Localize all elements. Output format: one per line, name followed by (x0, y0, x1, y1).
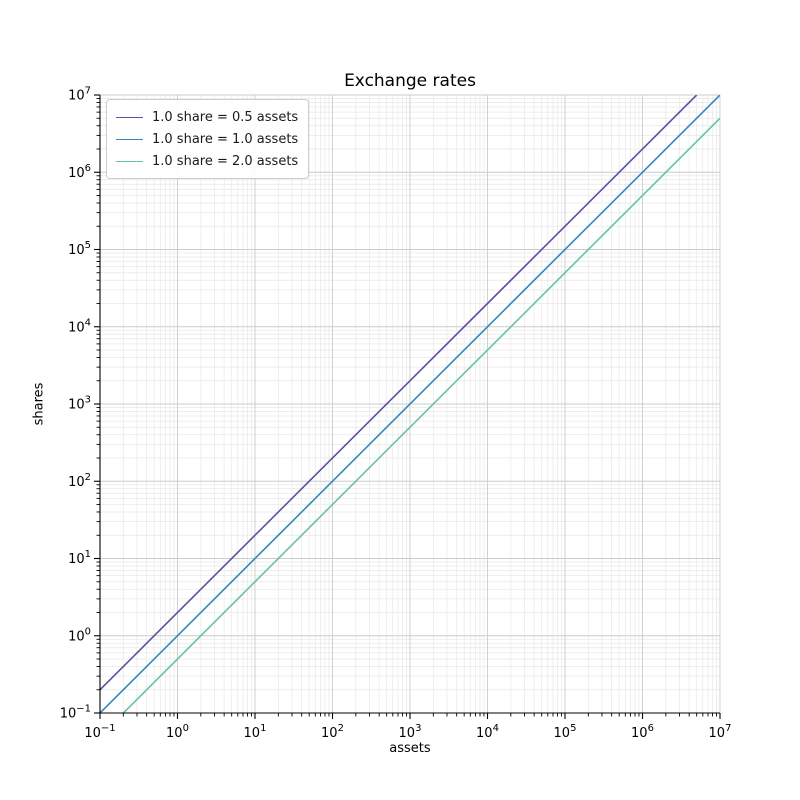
legend-entry: 1.0 share = 1.0 assets (116, 128, 298, 150)
chart-title: Exchange rates (344, 71, 476, 91)
series-line-0 (100, 95, 698, 691)
x-tick-labels: 10−1 100 101 102 103 104 105 106 107 (84, 723, 731, 741)
y-tick-label: 101 (68, 549, 91, 567)
x-tick-label: 101 (244, 723, 267, 741)
legend: 1.0 share = 0.5 assets 1.0 share = 1.0 a… (106, 99, 310, 179)
y-tick-label: 102 (68, 472, 91, 490)
legend-label: 1.0 share = 1.0 assets (152, 131, 299, 147)
y-tick-labels: 10−1 100 101 102 103 104 105 106 107 (60, 86, 91, 722)
x-tick-label: 103 (399, 723, 422, 741)
legend-label: 1.0 share = 0.5 assets (152, 109, 299, 125)
legend-line-swatch (116, 116, 143, 118)
x-tick-label: 105 (554, 723, 577, 741)
legend-line-swatch (116, 160, 143, 162)
legend-entry: 1.0 share = 2.0 assets (116, 150, 298, 172)
y-tick-label: 106 (68, 163, 91, 181)
y-tick-label: 100 (68, 626, 91, 644)
x-tick-label: 100 (166, 723, 189, 741)
x-tick-label: 10−1 (84, 723, 115, 741)
y-axis-label: shares (31, 382, 47, 426)
legend-line-swatch (116, 138, 143, 140)
legend-entry: 1.0 share = 0.5 assets (116, 106, 298, 128)
grid-major (99, 94, 721, 714)
legend-label: 1.0 share = 2.0 assets (152, 153, 299, 169)
x-tick-label: 106 (631, 723, 654, 741)
x-tick-label: 107 (709, 723, 732, 741)
x-tick-label: 102 (321, 723, 344, 741)
x-axis-label: assets (389, 741, 431, 756)
y-tick-label: 105 (68, 240, 91, 258)
series-line-2 (122, 117, 720, 713)
y-tick-label: 104 (68, 317, 91, 335)
y-tick-label: 103 (68, 395, 91, 413)
series-line-1 (100, 95, 720, 713)
axis-ticks (94, 94, 721, 719)
y-tick-label: 107 (68, 86, 91, 104)
x-tick-label: 104 (476, 723, 499, 741)
series-lines (100, 95, 720, 713)
y-tick-label: 10−1 (60, 704, 91, 722)
